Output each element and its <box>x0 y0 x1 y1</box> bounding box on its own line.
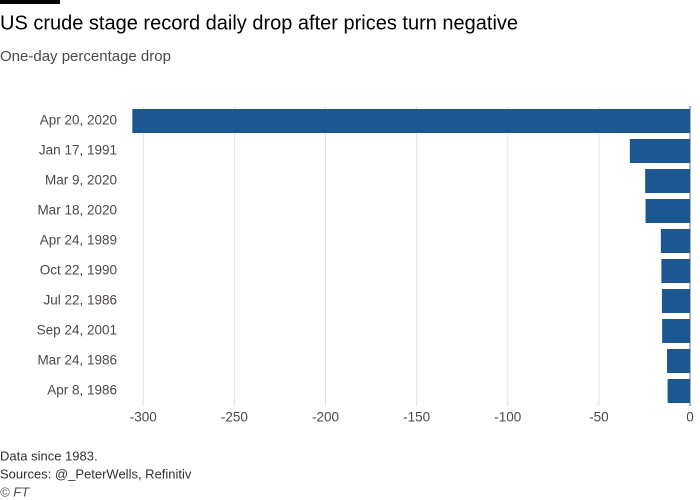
chart-subtitle: One-day percentage drop <box>0 48 171 65</box>
y-tick-label: Jan 17, 1991 <box>39 143 117 158</box>
bar <box>629 139 690 163</box>
y-tick-label: Oct 22, 1990 <box>40 263 117 278</box>
x-tick-label: -100 <box>494 410 521 425</box>
y-tick-label: Apr 24, 1989 <box>40 233 117 248</box>
x-tick-label: -300 <box>130 410 157 425</box>
bar <box>662 319 690 343</box>
chart-title: US crude stage record daily drop after p… <box>0 12 518 34</box>
bar <box>645 169 690 193</box>
source: Sources: @_PeterWells, Refinitiv <box>0 466 192 481</box>
bar <box>132 109 691 133</box>
brand-bar <box>0 0 60 4</box>
x-tick-label: -50 <box>589 410 609 425</box>
y-tick-label: Mar 9, 2020 <box>45 173 117 188</box>
bar <box>661 289 690 313</box>
x-tick-label: -200 <box>312 410 339 425</box>
y-tick-label: Mar 18, 2020 <box>37 203 117 218</box>
x-tick-label: 0 <box>686 410 694 425</box>
bar <box>661 259 690 283</box>
y-tick-label: Sep 24, 2001 <box>37 323 117 338</box>
y-tick-label: Apr 20, 2020 <box>40 113 117 128</box>
y-tick-label: Jul 22, 1986 <box>43 293 117 308</box>
bar <box>645 199 690 223</box>
note: Data since 1983. <box>0 448 98 463</box>
credit: © FT <box>0 484 30 499</box>
bar <box>660 229 690 253</box>
bar <box>667 349 690 373</box>
y-tick-label: Mar 24, 1986 <box>37 353 117 368</box>
x-tick-label: -150 <box>403 410 430 425</box>
y-tick-label: Apr 8, 1986 <box>47 383 117 398</box>
x-tick-label: -250 <box>221 410 248 425</box>
bar <box>667 379 690 403</box>
